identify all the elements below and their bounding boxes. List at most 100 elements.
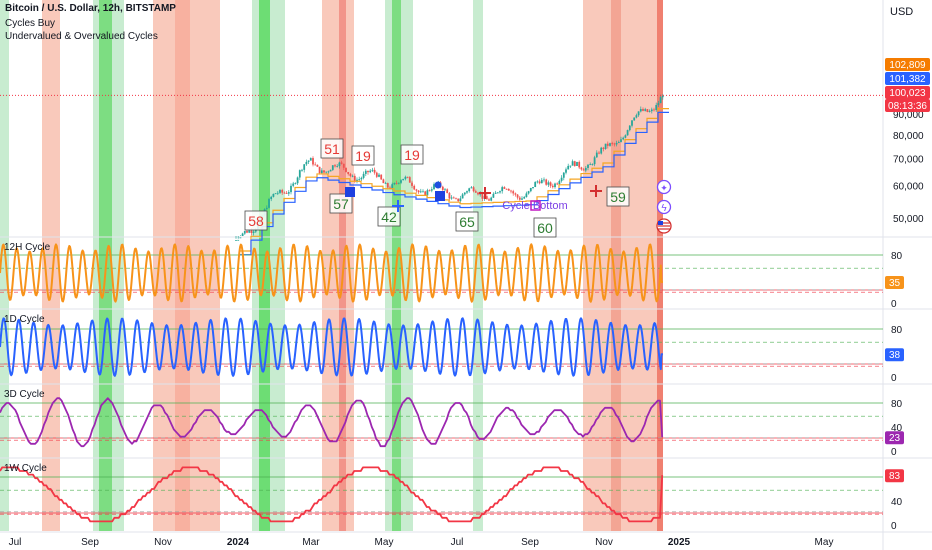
- price-candle: [459, 198, 462, 202]
- price-candle: [334, 165, 336, 167]
- price-candle: [331, 165, 334, 170]
- price-tag-label: 100,023: [889, 88, 926, 99]
- price-candle: [554, 183, 556, 188]
- price-candle: [246, 231, 248, 233]
- price-candle: [424, 191, 427, 196]
- price-candle: [252, 231, 255, 233]
- oscillator-value-tag: [885, 276, 904, 289]
- price-candle: [446, 189, 449, 194]
- time-tick: Mar: [302, 537, 320, 548]
- price-candle: [349, 173, 352, 177]
- price-candle: [562, 172, 565, 178]
- price-candle: [298, 170, 301, 178]
- price-candle: [362, 173, 365, 178]
- price-candle: [543, 179, 545, 181]
- event-icon[interactable]: [656, 179, 672, 195]
- price-candle: [593, 157, 596, 165]
- oscillator-tick: 0: [891, 447, 897, 458]
- price-candle: [426, 190, 429, 196]
- oscillator-tick: 0: [891, 299, 897, 310]
- step-line-blue: [240, 111, 669, 256]
- cycle-zone: [473, 0, 483, 236]
- price-candle: [532, 187, 534, 188]
- oscillator-line: [0, 317, 664, 377]
- price-candle: [505, 188, 508, 190]
- price-tick: 70,000: [893, 154, 924, 165]
- price-candle: [373, 169, 376, 173]
- price-candle: [391, 184, 394, 189]
- price-candle: [411, 182, 413, 186]
- price-candle: [488, 199, 490, 201]
- oscillator-tick: 0: [891, 373, 897, 384]
- price-candle: [468, 188, 471, 192]
- price-candle: [650, 109, 653, 112]
- oscillator-title: 12H Cycle: [4, 242, 51, 253]
- cycle-zone: [473, 0, 483, 531]
- price-candle: [470, 187, 473, 189]
- cycle-label-box: [320, 138, 344, 159]
- price-candle: [369, 170, 372, 173]
- price-candle: [477, 192, 479, 195]
- oscillator-tick: 80: [891, 399, 903, 410]
- cycle-zone: [657, 0, 663, 236]
- price-candle: [281, 189, 284, 193]
- indicator-cycles-buy[interactable]: Cycles Buy: [5, 18, 56, 29]
- price-candle: [417, 190, 420, 193]
- oscillator-line: [0, 397, 664, 448]
- step-line-orange: [240, 108, 669, 252]
- price-candle: [569, 165, 572, 167]
- price-candle: [653, 109, 655, 111]
- price-candle: [408, 177, 411, 183]
- price-candle: [312, 158, 314, 165]
- price-candle: [639, 109, 642, 112]
- cross-marker: [590, 185, 602, 197]
- price-candle: [499, 191, 501, 193]
- price-candle: [444, 189, 446, 191]
- buy-square-marker: [345, 187, 355, 197]
- cycle-zone: [339, 0, 346, 236]
- oscillator-title: 1W Cycle: [4, 463, 47, 474]
- price-candle: [547, 182, 550, 185]
- price-candle: [397, 182, 400, 184]
- price-tick: 80,000: [893, 131, 924, 142]
- price-candle: [494, 192, 497, 194]
- cycle-label: 19: [404, 147, 420, 163]
- cycle-zone: [175, 0, 190, 236]
- price-candle: [481, 193, 484, 199]
- price-candle: [474, 191, 477, 193]
- currency-selector[interactable]: USD: [890, 6, 914, 18]
- price-candle: [545, 179, 548, 185]
- oscillator-tick: 0: [891, 521, 897, 532]
- cross-marker: [479, 187, 491, 199]
- oscillator-value-label: 23: [889, 433, 901, 444]
- price-candle: [316, 164, 319, 167]
- cycle-label: 60: [537, 220, 553, 236]
- oscillator-tick: 80: [891, 325, 903, 336]
- price-candle: [490, 197, 493, 201]
- price-tick: 90,000: [893, 110, 924, 121]
- price-candle: [320, 170, 323, 174]
- indicator-cycles-overlay[interactable]: Undervalued & Overvalued Cycles: [5, 31, 158, 42]
- cross-marker: [392, 200, 404, 212]
- price-candle: [549, 182, 552, 186]
- price-candle: [587, 164, 589, 168]
- time-tick: 2025: [668, 537, 691, 548]
- price-candle: [239, 237, 242, 239]
- price-candle: [598, 152, 600, 154]
- cycle-label: 19: [355, 148, 371, 164]
- time-tick: Nov: [154, 537, 172, 548]
- cycle-label-box: [351, 145, 375, 166]
- price-tick: 50,000: [893, 214, 924, 225]
- price-candle: [413, 185, 416, 190]
- price-candle: [448, 193, 451, 199]
- cycle-label: 42: [381, 209, 397, 225]
- price-candle: [536, 181, 539, 183]
- price-candle: [323, 170, 325, 173]
- price-candle: [406, 176, 409, 178]
- price-candle: [580, 167, 583, 170]
- price-candle: [534, 182, 537, 188]
- event-icon[interactable]: [656, 199, 672, 215]
- price-candle: [510, 190, 512, 192]
- time-tick: May: [375, 537, 394, 548]
